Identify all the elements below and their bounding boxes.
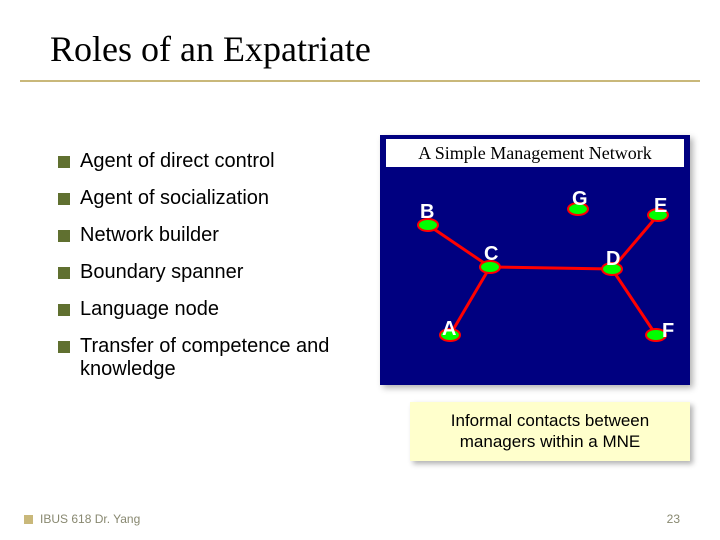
svg-text:G: G bbox=[572, 188, 588, 210]
bullet-text: Agent of socialization bbox=[80, 187, 269, 210]
svg-text:D: D bbox=[606, 248, 620, 270]
title-underline bbox=[20, 80, 700, 82]
bullet-icon bbox=[58, 341, 70, 353]
bullet-text: Boundary spanner bbox=[80, 261, 243, 284]
bullet-text: Transfer of competence and knowledge bbox=[80, 335, 358, 381]
footer-square-icon bbox=[24, 515, 33, 524]
bullet-icon bbox=[58, 156, 70, 168]
bullet-text: Agent of direct control bbox=[80, 150, 275, 173]
svg-text:F: F bbox=[662, 320, 674, 342]
slide-title: Roles of an Expatriate bbox=[50, 28, 371, 70]
bullet-list: Agent of direct control Agent of sociali… bbox=[58, 150, 358, 395]
svg-text:E: E bbox=[654, 195, 667, 217]
svg-text:B: B bbox=[420, 201, 434, 223]
list-item: Agent of direct control bbox=[58, 150, 358, 173]
list-item: Language node bbox=[58, 298, 358, 321]
bullet-icon bbox=[58, 193, 70, 205]
list-item: Network builder bbox=[58, 224, 358, 247]
footer-left: IBUS 618 Dr. Yang bbox=[40, 512, 140, 526]
list-item: Boundary spanner bbox=[58, 261, 358, 284]
list-item: Agent of socialization bbox=[58, 187, 358, 210]
network-svg: B G E C D A F bbox=[380, 167, 690, 385]
svg-text:A: A bbox=[442, 318, 456, 340]
bullet-icon bbox=[58, 230, 70, 242]
slide: Roles of an Expatriate Agent of direct c… bbox=[0, 0, 720, 540]
bullet-text: Language node bbox=[80, 298, 219, 321]
diagram-title: A Simple Management Network bbox=[386, 139, 684, 167]
bullet-text: Network builder bbox=[80, 224, 219, 247]
network-diagram: A Simple Management Network B G E C D A F bbox=[380, 135, 690, 385]
list-item: Transfer of competence and knowledge bbox=[58, 335, 358, 381]
svg-text:C: C bbox=[484, 243, 498, 265]
diagram-caption: Informal contacts between managers withi… bbox=[410, 402, 690, 461]
bullet-icon bbox=[58, 267, 70, 279]
footer-right: 23 bbox=[667, 512, 680, 526]
bullet-icon bbox=[58, 304, 70, 316]
